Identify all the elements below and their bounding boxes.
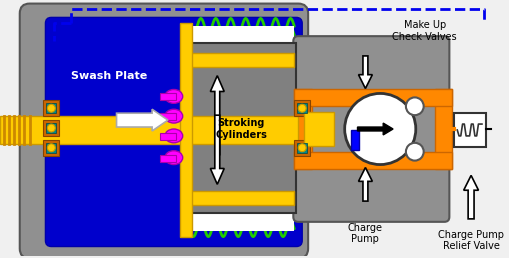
Bar [46, 123, 56, 133]
FancyArrow shape [358, 56, 372, 88]
Text: Make Up
Check Valves: Make Up Check Valves [391, 20, 456, 42]
Text: Stroking
Cylinders: Stroking Cylinders [215, 118, 266, 140]
Bar [294, 152, 451, 170]
Bar [294, 140, 309, 156]
Bar [189, 201, 294, 231]
Ellipse shape [164, 109, 182, 123]
Text: Charge
Pump: Charge Pump [347, 223, 382, 245]
Bar [350, 130, 358, 150]
Ellipse shape [164, 90, 182, 103]
Circle shape [47, 144, 55, 152]
Bar [43, 120, 59, 136]
FancyArrow shape [358, 167, 372, 201]
Circle shape [47, 104, 55, 112]
FancyArrow shape [210, 115, 224, 184]
FancyArrow shape [463, 175, 477, 219]
Ellipse shape [344, 93, 415, 165]
Bar [0, 116, 298, 144]
Bar [454, 113, 485, 147]
Circle shape [298, 144, 305, 152]
Text: Charge Pump
Relief Valve: Charge Pump Relief Valve [437, 230, 503, 251]
Bar [303, 112, 333, 146]
Bar [294, 88, 451, 106]
FancyArrow shape [210, 76, 224, 155]
Bar [189, 53, 294, 67]
Bar [189, 191, 294, 205]
Circle shape [405, 143, 423, 160]
Bar [294, 88, 312, 170]
FancyBboxPatch shape [20, 4, 307, 258]
Circle shape [298, 104, 305, 112]
Bar [43, 100, 59, 116]
Bar [434, 88, 451, 170]
Text: Swash Plate: Swash Plate [70, 71, 147, 81]
Bar [43, 140, 59, 156]
Ellipse shape [164, 129, 182, 143]
Bar [189, 26, 294, 56]
FancyArrow shape [117, 109, 167, 131]
Bar [46, 103, 56, 113]
Bar [160, 155, 176, 162]
Bar [294, 100, 309, 116]
Bar [297, 143, 306, 153]
Bar [179, 23, 191, 237]
Bar [297, 103, 306, 113]
Circle shape [405, 98, 423, 115]
FancyBboxPatch shape [293, 36, 448, 222]
Ellipse shape [164, 151, 182, 165]
Bar [160, 133, 176, 140]
Bar [160, 93, 176, 100]
Bar [160, 113, 176, 120]
FancyArrow shape [357, 123, 392, 135]
Circle shape [47, 124, 55, 132]
FancyBboxPatch shape [45, 17, 302, 247]
Bar [185, 43, 296, 213]
Bar [46, 143, 56, 153]
